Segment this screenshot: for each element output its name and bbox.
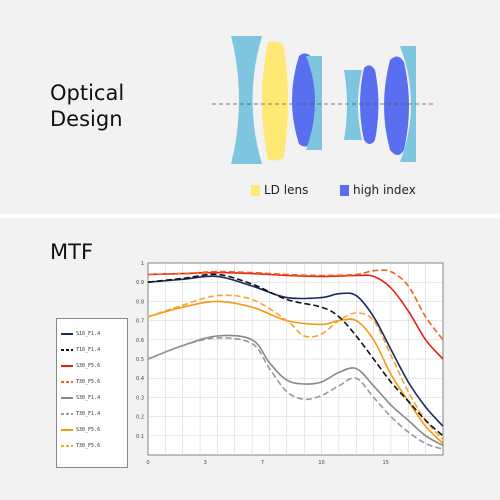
lens-element-3-high-index: [292, 53, 317, 147]
lens-element-8: [400, 46, 416, 162]
mtf-legend-line: [61, 397, 73, 399]
x-tick-label: 15: [383, 460, 389, 466]
mtf-legend-line: [61, 333, 73, 335]
high-index-swatch: [340, 184, 349, 196]
mtf-legend-entry: T10_F1.4: [61, 347, 100, 353]
legend-ld-lens: LD lens: [251, 183, 308, 197]
y-tick-label: 0.4: [136, 376, 144, 382]
mtf-panel: MTF 0.1 0.2 0.3 0.4 0.5 0.6 0.7 0.8 0.9 1 0 3 7 10 15 …: [0, 218, 500, 500]
mtf-chart: 0.10.20.30.40.50.60.70.80.910 3 7 10 15: [136, 261, 444, 466]
optical-design-panel: Optical Design LD lens high index: [0, 0, 500, 214]
optical-title-line2: Design: [50, 107, 123, 131]
mtf-legend-label: T10_F1.4: [76, 347, 101, 353]
lens-element-4: [306, 56, 322, 150]
x-tick-label: 3: [204, 460, 207, 466]
y-tick-label: 0.9: [136, 280, 144, 286]
mtf-legend-line: [61, 381, 73, 383]
mtf-legend-label: T30_F5.6: [76, 379, 101, 385]
series-line-t30-f1-4-tangential: [147, 337, 444, 450]
mtf-legend-line: [61, 429, 73, 431]
x-tick-label: 7: [261, 460, 264, 466]
ld-lens-swatch: [251, 184, 260, 196]
mtf-legend-label: S30_F5.6: [76, 363, 101, 369]
mtf-title: MTF: [50, 240, 94, 264]
high-index-label: high index: [353, 183, 416, 197]
series-line-s30-f1-4-sagittal: [147, 334, 444, 447]
mtf-legend-label: S30_F1.4: [76, 395, 101, 401]
mtf-legend-entry: T30_F5.6: [61, 379, 100, 385]
mtf-legend-label: S30_F5.6: [76, 427, 101, 433]
lens-diagram: [212, 36, 434, 164]
y-tick-label: 0.2: [136, 415, 144, 421]
lens-element-6-high-index: [360, 65, 379, 144]
series-line-t30-f5-6-tangential: [147, 269, 444, 341]
optical-design-title: Optical Design: [50, 80, 124, 132]
optical-title-line1: Optical: [50, 81, 125, 105]
mtf-legend-entry: S30_F5.6: [61, 427, 100, 433]
y-tick-label: 1: [141, 261, 144, 267]
series-line-s10-f1-4-sagittal: [147, 275, 444, 427]
mtf-legend-entry: S10_F1.4: [61, 331, 100, 337]
y-tick-label: 0.6: [136, 338, 144, 344]
ld-lens-label: LD lens: [264, 183, 309, 197]
mtf-legend-label: S10_F1.4: [76, 331, 101, 337]
y-tick-label: 0.5: [136, 357, 144, 363]
lens-element-1: [231, 36, 262, 164]
lens-element-7-high-index: [384, 56, 409, 155]
y-tick-label: 0.1: [136, 434, 144, 440]
mtf-legend: S10_F1.4 T10_F1.4 S30_F5.6 T30_F5.6 S30_F1.4…: [56, 318, 128, 468]
mtf-legend-entry: T30_F5.6: [61, 443, 100, 449]
mtf-legend-line: [61, 349, 73, 351]
x-tick-label: 0: [146, 460, 149, 466]
mtf-legend-label: T30_F1.4: [76, 411, 101, 417]
y-tick-label: 0.8: [136, 299, 144, 305]
lens-element-2-ld: [262, 41, 288, 161]
series-line-t30-f5-6-tangential: [147, 294, 444, 441]
x-tick-label: 10: [318, 460, 324, 466]
series-line-t10-f1-4-tangential: [147, 273, 444, 437]
mtf-legend-line: [61, 445, 73, 447]
mtf-legend-entry: S30_F1.4: [61, 395, 100, 401]
y-tick-label: 0.3: [136, 395, 144, 401]
y-tick-label: 0.7: [136, 319, 144, 325]
mtf-legend-entry: T30_F1.4: [61, 411, 100, 417]
mtf-legend-label: T30_F5.6: [76, 443, 101, 449]
lens-element-5: [344, 70, 362, 140]
legend-high-index: high index: [340, 183, 416, 197]
mtf-legend-line: [61, 365, 73, 367]
mtf-legend-line: [61, 413, 73, 415]
mtf-legend-entry: S30_F5.6: [61, 363, 100, 369]
panel-divider: [0, 214, 500, 218]
